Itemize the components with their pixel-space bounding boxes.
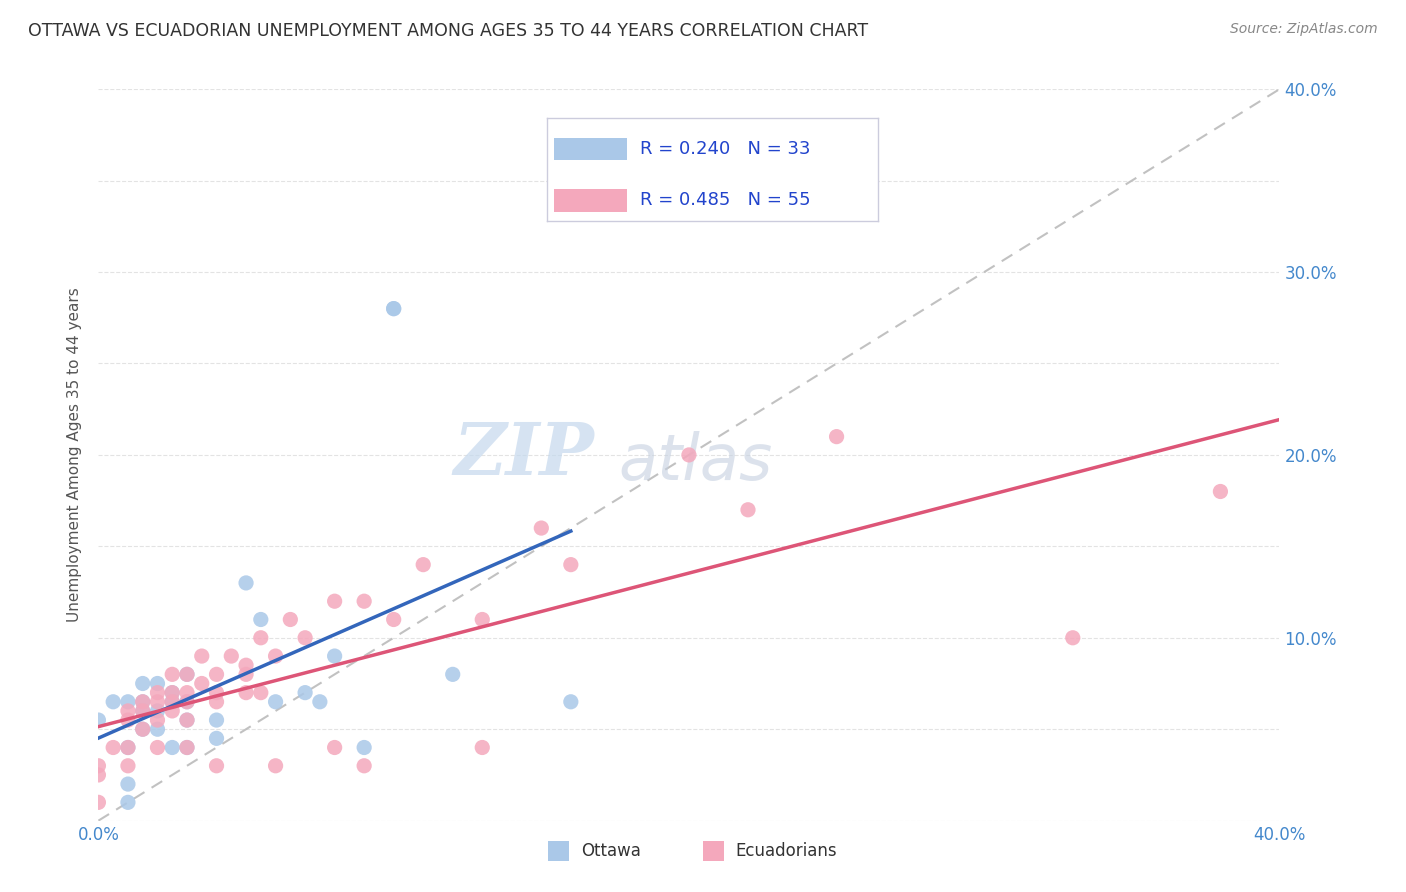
Point (191, 676, 214, 690)
Point (294, 685, 316, 699)
Point (103, 695, 125, 709)
Point (146, 676, 169, 690)
Point (235, 576, 257, 591)
Point (132, 695, 155, 709)
Point (264, 695, 287, 709)
Point (471, 740, 494, 755)
Point (117, 796, 139, 810)
Text: Source: ZipAtlas.com: Source: ZipAtlas.com (1230, 22, 1378, 37)
FancyBboxPatch shape (554, 189, 627, 211)
Point (219, 649, 242, 664)
Point (235, 658, 257, 673)
Point (146, 740, 169, 755)
Point (176, 667, 198, 681)
Point (146, 713, 169, 727)
Point (235, 667, 257, 681)
Point (264, 758, 287, 772)
Text: OTTAWA VS ECUADORIAN UNEMPLOYMENT AMONG AGES 35 TO 44 YEARS CORRELATION CHART: OTTAWA VS ECUADORIAN UNEMPLOYMENT AMONG … (28, 22, 869, 40)
Point (146, 695, 169, 709)
Point (250, 685, 273, 699)
Point (530, 521, 553, 535)
Point (205, 695, 228, 709)
Point (162, 685, 183, 699)
Point (117, 740, 139, 755)
Point (132, 723, 155, 737)
Point (205, 685, 228, 699)
Point (162, 667, 183, 681)
Point (250, 613, 273, 627)
Point (382, 613, 405, 627)
Point (117, 740, 139, 755)
Point (146, 723, 169, 737)
Point (176, 740, 198, 755)
Text: Ecuadorians: Ecuadorians (735, 842, 837, 860)
Point (191, 649, 214, 664)
Point (87, 768, 110, 782)
Point (132, 723, 155, 737)
Point (132, 695, 155, 709)
Point (471, 613, 494, 627)
Point (162, 695, 183, 709)
Point (176, 695, 198, 709)
Point (87, 713, 110, 727)
Point (1062, 631, 1084, 645)
Text: Ottawa: Ottawa (581, 842, 641, 860)
Point (323, 740, 346, 755)
Point (353, 758, 375, 772)
Point (87, 796, 110, 810)
Point (737, 502, 759, 516)
Point (176, 695, 198, 709)
Point (205, 731, 228, 746)
Point (176, 740, 198, 755)
Text: atlas: atlas (619, 431, 772, 493)
Point (825, 430, 848, 444)
Point (205, 758, 228, 772)
Point (560, 695, 582, 709)
Point (382, 301, 405, 316)
Point (278, 613, 302, 627)
Point (323, 649, 346, 664)
Point (294, 631, 316, 645)
Point (87, 758, 110, 772)
Point (146, 704, 169, 718)
Point (176, 713, 198, 727)
Text: R = 0.240   N = 33: R = 0.240 N = 33 (640, 140, 810, 158)
Point (309, 695, 332, 709)
Point (205, 667, 228, 681)
Point (382, 301, 405, 316)
Point (323, 594, 346, 608)
Point (117, 777, 139, 791)
Text: ZIP: ZIP (454, 419, 595, 491)
Point (205, 713, 228, 727)
Point (441, 667, 464, 681)
FancyBboxPatch shape (554, 138, 627, 161)
Point (162, 740, 183, 755)
Point (117, 758, 139, 772)
Point (678, 448, 700, 462)
Point (162, 685, 183, 699)
Point (250, 631, 273, 645)
Point (132, 676, 155, 690)
Point (1209, 484, 1232, 499)
Y-axis label: Unemployment Among Ages 35 to 44 years: Unemployment Among Ages 35 to 44 years (67, 287, 83, 623)
Point (353, 740, 375, 755)
Point (162, 704, 183, 718)
Point (117, 695, 139, 709)
Point (103, 740, 125, 755)
Point (132, 704, 155, 718)
Point (117, 713, 139, 727)
Point (176, 667, 198, 681)
Point (176, 713, 198, 727)
Point (117, 704, 139, 718)
Point (146, 685, 169, 699)
Point (176, 685, 198, 699)
Point (353, 594, 375, 608)
Point (132, 704, 155, 718)
Point (560, 558, 582, 572)
Point (235, 685, 257, 699)
Text: R = 0.485   N = 55: R = 0.485 N = 55 (640, 192, 810, 210)
Point (162, 695, 183, 709)
Point (264, 649, 287, 664)
Point (412, 558, 434, 572)
